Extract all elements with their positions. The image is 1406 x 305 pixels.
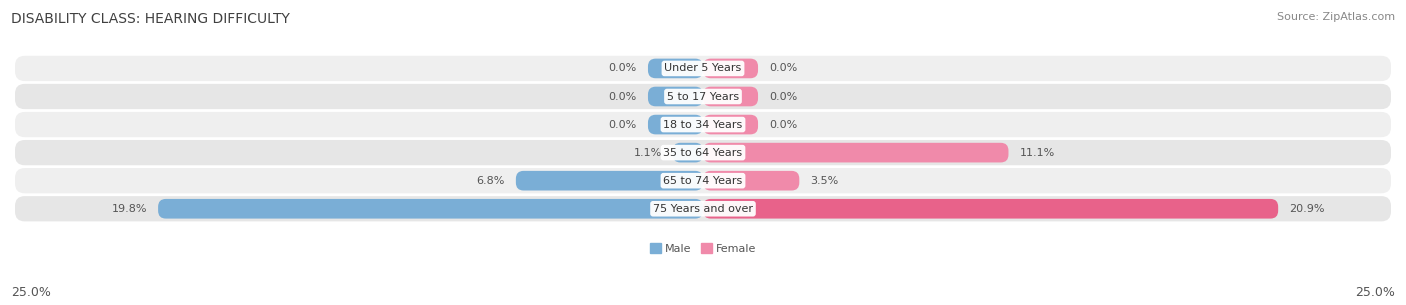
Text: 1.1%: 1.1% <box>634 148 662 158</box>
Text: Under 5 Years: Under 5 Years <box>665 63 741 74</box>
Text: 35 to 64 Years: 35 to 64 Years <box>664 148 742 158</box>
FancyBboxPatch shape <box>15 112 1391 137</box>
FancyBboxPatch shape <box>15 56 1391 81</box>
Text: 18 to 34 Years: 18 to 34 Years <box>664 120 742 130</box>
FancyBboxPatch shape <box>648 115 703 135</box>
Text: 3.5%: 3.5% <box>810 176 838 186</box>
FancyBboxPatch shape <box>703 59 758 78</box>
FancyBboxPatch shape <box>157 199 703 219</box>
FancyBboxPatch shape <box>703 115 758 135</box>
Legend: Male, Female: Male, Female <box>645 239 761 258</box>
FancyBboxPatch shape <box>672 143 703 163</box>
Text: 75 Years and over: 75 Years and over <box>652 204 754 214</box>
FancyBboxPatch shape <box>516 171 703 191</box>
Text: 0.0%: 0.0% <box>769 63 797 74</box>
Text: 19.8%: 19.8% <box>111 204 148 214</box>
Text: 0.0%: 0.0% <box>769 120 797 130</box>
FancyBboxPatch shape <box>703 87 758 106</box>
Text: 0.0%: 0.0% <box>609 92 637 102</box>
FancyBboxPatch shape <box>15 196 1391 221</box>
Text: 0.0%: 0.0% <box>609 120 637 130</box>
FancyBboxPatch shape <box>15 168 1391 193</box>
Text: 0.0%: 0.0% <box>609 63 637 74</box>
FancyBboxPatch shape <box>648 87 703 106</box>
Text: 6.8%: 6.8% <box>477 176 505 186</box>
FancyBboxPatch shape <box>648 59 703 78</box>
Text: 20.9%: 20.9% <box>1289 204 1324 214</box>
FancyBboxPatch shape <box>15 84 1391 109</box>
Text: Source: ZipAtlas.com: Source: ZipAtlas.com <box>1277 12 1395 22</box>
Text: 11.1%: 11.1% <box>1019 148 1054 158</box>
FancyBboxPatch shape <box>703 171 800 191</box>
Text: 0.0%: 0.0% <box>769 92 797 102</box>
Text: DISABILITY CLASS: HEARING DIFFICULTY: DISABILITY CLASS: HEARING DIFFICULTY <box>11 12 290 26</box>
Text: 5 to 17 Years: 5 to 17 Years <box>666 92 740 102</box>
FancyBboxPatch shape <box>703 143 1008 163</box>
FancyBboxPatch shape <box>15 140 1391 165</box>
Text: 65 to 74 Years: 65 to 74 Years <box>664 176 742 186</box>
FancyBboxPatch shape <box>703 199 1278 219</box>
Text: 25.0%: 25.0% <box>11 286 51 299</box>
Text: 25.0%: 25.0% <box>1355 286 1395 299</box>
